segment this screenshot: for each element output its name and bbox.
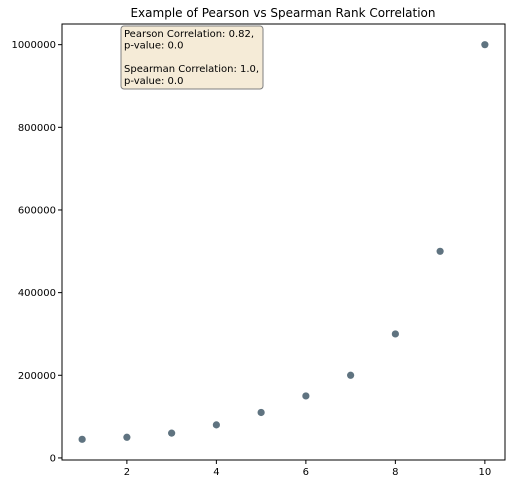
data-point (123, 433, 131, 441)
x-tick-label: 2 (124, 467, 130, 478)
annotation-line: p-value: 0.0 (124, 76, 183, 87)
y-tick-label: 400000 (18, 288, 56, 299)
data-point (257, 408, 265, 417)
annotation-box-background (120, 25, 264, 90)
x-tick-label: 6 (303, 467, 309, 478)
data-point (212, 421, 220, 429)
y-tick-label: 600000 (18, 205, 56, 216)
data-point (302, 392, 310, 400)
annotation-line: p-value: 0.0 (124, 41, 183, 52)
correlation-annotation: Pearson Correlation: 0.82,p-value: 0.0Sp… (120, 25, 264, 90)
plot-area-frame (61, 23, 506, 461)
data-point (481, 41, 489, 49)
x-tick-label: 8 (392, 467, 398, 478)
data-point (347, 371, 355, 379)
y-tick-label: 200000 (18, 371, 56, 382)
axis-ticks: 2 4 6 8 10 0 200000 400000 600000 800000 1000000 (11, 40, 491, 478)
annotation-lines: Pearson Correlation: 0.82,p-value: 0.0Sp… (124, 29, 259, 87)
data-point (436, 247, 444, 255)
data-point (391, 330, 399, 338)
y-tick-label: 800000 (18, 123, 56, 134)
data-point (168, 429, 176, 437)
y-tick-label: 0 (50, 453, 56, 464)
annotation-line: Spearman Correlation: 1.0, (124, 64, 259, 75)
annotation-line: Pearson Correlation: 0.82, (124, 29, 254, 40)
x-tick-label: 10 (478, 467, 491, 478)
data-point (78, 435, 86, 443)
chart-title: Example of Pearson vs Spearman Rank Corr… (130, 6, 435, 20)
data-points (78, 41, 489, 443)
x-tick-label: 4 (213, 467, 219, 478)
y-tick-label: 1000000 (11, 40, 56, 51)
